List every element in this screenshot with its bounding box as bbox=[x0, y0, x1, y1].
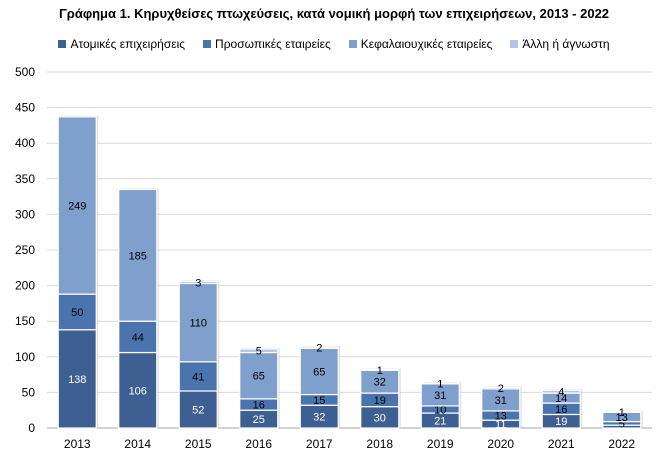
x-tick-label: 2015 bbox=[185, 437, 212, 451]
data-label: 65 bbox=[253, 371, 265, 383]
data-label: 13 bbox=[616, 412, 628, 424]
data-label: 5 bbox=[619, 418, 625, 430]
data-label: 14 bbox=[555, 393, 567, 405]
bar-segment bbox=[118, 188, 158, 322]
x-tick-label: 2020 bbox=[487, 437, 514, 451]
data-label: 21 bbox=[434, 416, 446, 428]
legend-label: Άλλη ή άγνωστη bbox=[522, 37, 610, 51]
y-tick-label: 300 bbox=[15, 207, 35, 221]
bar-segment bbox=[57, 116, 97, 295]
legend-swatch bbox=[58, 40, 67, 48]
data-label: 30 bbox=[374, 412, 386, 424]
x-tick-label: 2017 bbox=[306, 437, 333, 451]
data-label: 1 bbox=[619, 407, 625, 419]
bar-segment bbox=[420, 382, 460, 385]
bar-segment bbox=[360, 369, 400, 371]
x-tick-label: 2014 bbox=[124, 437, 151, 451]
data-label: 249 bbox=[68, 201, 86, 213]
data-label: 65 bbox=[313, 366, 325, 378]
bar-segment bbox=[118, 320, 158, 354]
bar-segment bbox=[178, 390, 218, 429]
y-tick-label: 350 bbox=[15, 172, 35, 186]
data-label: 50 bbox=[71, 307, 83, 319]
legend-swatch bbox=[203, 40, 212, 48]
x-tick-label: 2021 bbox=[548, 437, 575, 451]
y-tick-label: 200 bbox=[15, 279, 35, 293]
bar-segment bbox=[602, 411, 642, 413]
legend-label: Προσωπικές εταιρείες bbox=[215, 37, 331, 51]
data-label: 4 bbox=[558, 387, 564, 399]
y-tick-label: 400 bbox=[15, 136, 35, 150]
y-tick-label: 100 bbox=[15, 350, 35, 364]
x-tick-label: 2013 bbox=[64, 437, 91, 451]
x-tick-label: 2016 bbox=[245, 437, 272, 451]
bar-segment bbox=[239, 351, 279, 400]
x-tick-label: 2019 bbox=[427, 437, 454, 451]
data-label: 106 bbox=[129, 385, 147, 397]
y-tick-label: 450 bbox=[15, 101, 35, 115]
data-label: 15 bbox=[313, 395, 325, 407]
data-label: 44 bbox=[132, 332, 144, 344]
legend-label: Κεφαλαιουχικές εταιρείες bbox=[360, 37, 493, 51]
bar-segment bbox=[541, 389, 581, 394]
data-label: 2 bbox=[498, 383, 504, 395]
data-label: 32 bbox=[374, 377, 386, 389]
data-label: 19 bbox=[374, 395, 386, 407]
bar-segment bbox=[178, 361, 218, 392]
legend-item: Κεφαλαιουχικές εταιρείες bbox=[348, 36, 493, 52]
bar-segment bbox=[239, 348, 279, 354]
data-label: 185 bbox=[129, 250, 147, 262]
data-label: 41 bbox=[192, 371, 204, 383]
legend-item: Προσωπικές εταιρείες bbox=[203, 36, 331, 52]
data-label: 32 bbox=[313, 412, 325, 424]
bar-segment bbox=[178, 280, 218, 285]
data-label: 13 bbox=[495, 411, 507, 423]
y-tick-label: 0 bbox=[28, 421, 35, 435]
legend: Ατομικές επιχειρήσεις Προσωπικές εταιρείε… bbox=[0, 36, 668, 52]
y-tick-label: 500 bbox=[15, 65, 35, 79]
bar-segment bbox=[57, 293, 97, 331]
data-label: 31 bbox=[434, 390, 446, 402]
data-label: 138 bbox=[68, 374, 86, 386]
legend-label: Ατομικές επιχειρήσεις bbox=[70, 37, 186, 51]
x-tick-label: 2022 bbox=[608, 437, 635, 451]
bar-segment bbox=[299, 346, 339, 349]
x-tick-label: 2018 bbox=[366, 437, 393, 451]
data-label: 2 bbox=[316, 343, 322, 355]
legend-swatch bbox=[348, 40, 357, 48]
chart-title: Γράφημα 1. Κηρυχθείσες πτωχεύσεις, κατά … bbox=[58, 6, 610, 21]
legend-item: Ατομικές επιχειρήσεις bbox=[58, 36, 185, 52]
data-label: 110 bbox=[189, 318, 207, 330]
data-label: 1 bbox=[437, 379, 443, 391]
data-label: 19 bbox=[555, 416, 567, 428]
data-label: 4 bbox=[619, 422, 625, 434]
y-tick-label: 250 bbox=[15, 243, 35, 257]
legend-swatch bbox=[510, 40, 519, 48]
bar-segment bbox=[57, 329, 97, 429]
data-label: 31 bbox=[495, 395, 507, 407]
bar-segment bbox=[118, 351, 158, 429]
data-label: 3 bbox=[195, 277, 201, 289]
y-tick-label: 150 bbox=[15, 314, 35, 328]
bar-segment bbox=[481, 386, 521, 390]
data-label: 52 bbox=[192, 404, 204, 416]
y-tick-label: 50 bbox=[22, 385, 36, 399]
data-label: 10 bbox=[434, 404, 446, 416]
data-label: 1 bbox=[377, 365, 383, 377]
data-label: 11 bbox=[495, 419, 506, 431]
data-label: 16 bbox=[555, 404, 567, 416]
data-label: 25 bbox=[253, 414, 265, 426]
legend-item: Άλλη ή άγνωστη bbox=[510, 36, 610, 52]
data-label: 5 bbox=[256, 346, 262, 358]
data-label: 16 bbox=[253, 400, 265, 412]
